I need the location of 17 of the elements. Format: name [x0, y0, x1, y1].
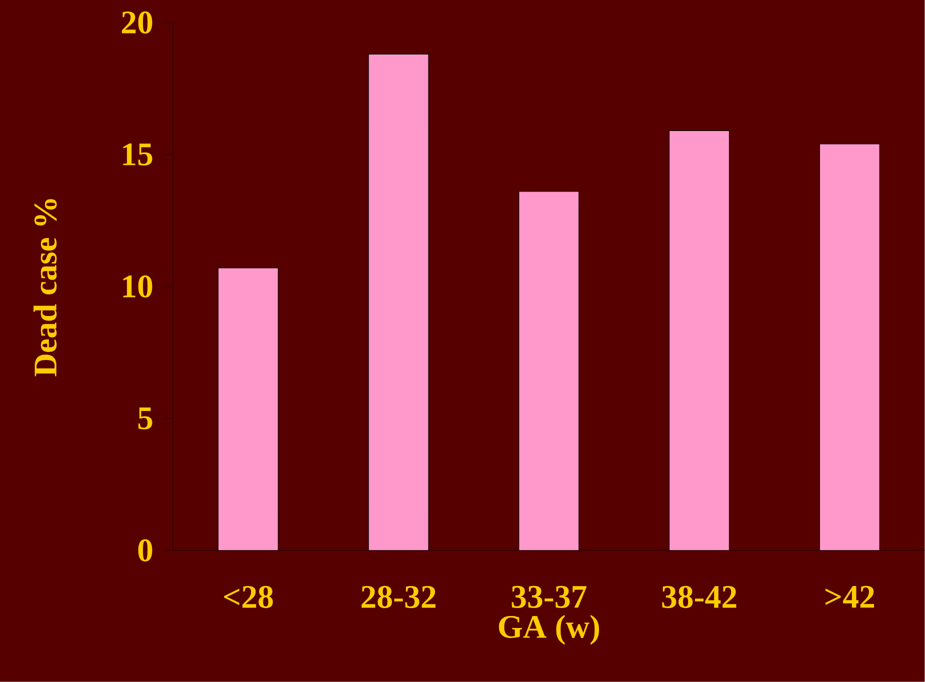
y-tick-label: 15 — [123, 144, 152, 166]
bar — [518, 191, 579, 550]
y-tick-label: 5 — [138, 408, 152, 430]
bar — [218, 268, 278, 550]
x-axis-title: GA (w) — [498, 614, 600, 645]
x-tick-label: 38-42 — [662, 586, 736, 608]
x-tick-label: 28-32 — [362, 586, 436, 608]
x-tick-label: >42 — [825, 586, 874, 608]
y-axis-title: Dead case % — [34, 199, 57, 376]
y-tick-label: 10 — [123, 275, 152, 298]
bar — [669, 130, 730, 550]
bar — [819, 144, 880, 550]
x-tick-label: 33-37 — [512, 586, 586, 608]
x-tick-label: <28 — [224, 586, 273, 608]
y-tick-label: 20 — [122, 11, 152, 34]
y-tick-label: 0 — [138, 539, 152, 562]
bar — [368, 54, 429, 550]
